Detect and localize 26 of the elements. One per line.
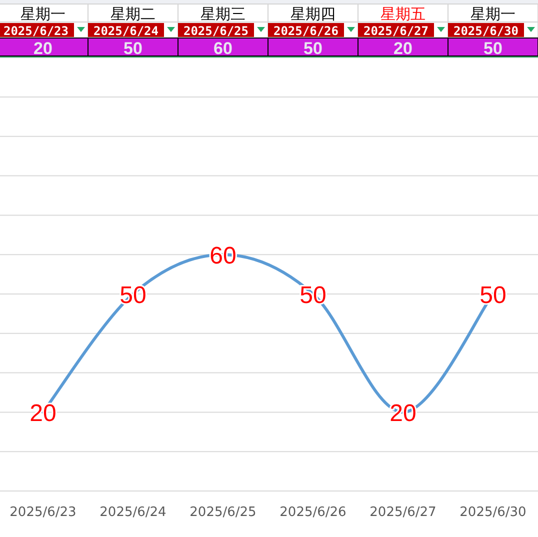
x-tick-label: 2025/6/26 (280, 505, 346, 520)
annotation: 50 (124, 39, 142, 58)
annotation: 60 (214, 39, 232, 58)
x-tick-label: 2025/6/27 (370, 505, 436, 520)
text: 星期二 (110, 7, 156, 23)
annotation: 50 (304, 39, 322, 58)
category-label: 2025/6/24 (93, 24, 159, 38)
text: 星期一 (20, 7, 66, 23)
data-label: 50 (480, 282, 506, 309)
category-label: 2025/6/23 (3, 24, 69, 38)
category-label: 2025/6/25 (183, 24, 249, 38)
text: 星期一 (470, 7, 516, 23)
x-tick-label: 2025/6/30 (460, 505, 526, 520)
x-tick-label: 2025/6/25 (190, 505, 256, 520)
category-label: 2025/6/30 (453, 24, 519, 38)
text: 星期四 (290, 7, 336, 23)
category-label: 2025/6/26 (273, 24, 339, 38)
text: 星期五 (380, 7, 426, 23)
data-label: 20 (30, 400, 56, 428)
annotation: 20 (34, 39, 52, 58)
x-tick-label: 2025/6/24 (100, 505, 166, 520)
annotation: 50 (484, 39, 502, 58)
text: 星期三 (200, 7, 246, 23)
annotation: 20 (394, 39, 412, 58)
category-label: 2025/6/27 (363, 24, 429, 38)
x-tick-label: 2025/6/23 (10, 505, 76, 520)
